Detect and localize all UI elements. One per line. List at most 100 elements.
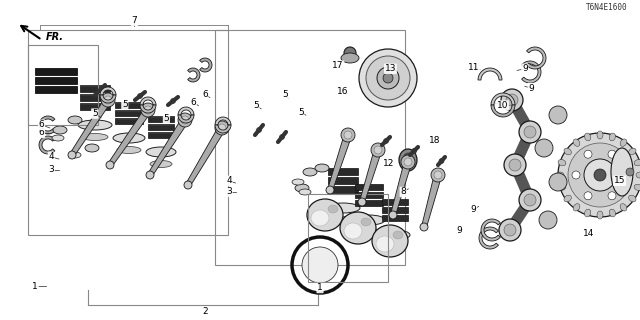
Polygon shape [39, 116, 55, 134]
Circle shape [106, 161, 114, 169]
Circle shape [326, 186, 334, 194]
Bar [35, 86, 77, 93]
Ellipse shape [628, 195, 636, 202]
Circle shape [68, 151, 76, 159]
Text: 4: 4 [227, 176, 232, 185]
Ellipse shape [597, 211, 603, 219]
Circle shape [302, 247, 338, 283]
Polygon shape [178, 107, 194, 115]
Ellipse shape [636, 172, 640, 178]
Ellipse shape [366, 56, 410, 100]
Polygon shape [148, 118, 188, 176]
Circle shape [404, 158, 412, 166]
Ellipse shape [519, 189, 541, 211]
Ellipse shape [597, 131, 603, 139]
Ellipse shape [299, 189, 311, 195]
Ellipse shape [340, 212, 376, 244]
Bar [80, 103, 110, 110]
Text: 14: 14 [583, 229, 595, 238]
Bar [28, 30, 228, 235]
Text: 6: 6 [39, 128, 44, 137]
Polygon shape [186, 126, 225, 186]
Circle shape [568, 143, 632, 207]
Ellipse shape [573, 204, 580, 211]
Circle shape [434, 171, 442, 179]
Ellipse shape [535, 139, 553, 157]
Circle shape [215, 121, 229, 135]
Ellipse shape [620, 139, 627, 146]
Circle shape [572, 171, 580, 179]
Bar [355, 184, 383, 190]
Text: 9: 9 [457, 226, 462, 235]
Circle shape [358, 198, 366, 206]
Polygon shape [108, 108, 151, 166]
Ellipse shape [499, 219, 521, 241]
Circle shape [584, 192, 592, 200]
Text: 10: 10 [497, 101, 508, 110]
Circle shape [626, 168, 634, 176]
Ellipse shape [295, 184, 309, 192]
Ellipse shape [353, 215, 385, 225]
Ellipse shape [558, 160, 566, 166]
Polygon shape [479, 227, 499, 249]
Polygon shape [100, 95, 116, 103]
Bar [80, 94, 110, 101]
Ellipse shape [399, 149, 417, 171]
Text: 1: 1 [317, 284, 323, 292]
Polygon shape [522, 61, 541, 83]
Ellipse shape [509, 159, 521, 171]
Ellipse shape [341, 53, 359, 63]
Ellipse shape [504, 224, 516, 236]
Polygon shape [200, 58, 212, 72]
Circle shape [620, 171, 628, 179]
Bar [148, 116, 174, 122]
Polygon shape [360, 149, 381, 203]
Circle shape [608, 192, 616, 200]
Polygon shape [70, 98, 111, 156]
Polygon shape [422, 174, 442, 228]
Polygon shape [215, 117, 231, 125]
Text: 15: 15 [614, 176, 625, 185]
Ellipse shape [383, 73, 393, 83]
Text: 6: 6 [202, 90, 207, 99]
Text: 5: 5 [92, 109, 97, 118]
Ellipse shape [609, 209, 616, 217]
Circle shape [401, 155, 415, 169]
Text: 5: 5 [122, 100, 127, 108]
Ellipse shape [384, 244, 406, 251]
Ellipse shape [539, 211, 557, 229]
Text: 5: 5 [253, 101, 259, 110]
Circle shape [178, 113, 192, 127]
Text: 4: 4 [49, 152, 54, 161]
Ellipse shape [328, 205, 338, 213]
Ellipse shape [506, 94, 518, 106]
Bar [215, 30, 405, 265]
Polygon shape [140, 97, 156, 105]
Ellipse shape [280, 134, 285, 140]
Text: 6: 6 [39, 120, 44, 129]
Circle shape [344, 131, 352, 139]
Bar [148, 132, 174, 138]
Polygon shape [100, 87, 116, 95]
Ellipse shape [372, 225, 408, 257]
Ellipse shape [383, 139, 388, 143]
Text: 1: 1 [33, 282, 38, 291]
Text: 16: 16 [337, 87, 348, 96]
Text: 6: 6 [191, 98, 196, 107]
Ellipse shape [634, 160, 640, 166]
Ellipse shape [380, 230, 410, 240]
Circle shape [420, 223, 428, 231]
Ellipse shape [330, 217, 356, 223]
Ellipse shape [519, 121, 541, 143]
Ellipse shape [439, 158, 444, 164]
Circle shape [371, 143, 385, 157]
Ellipse shape [303, 168, 317, 176]
Text: 9: 9 [529, 84, 534, 92]
Circle shape [594, 169, 606, 181]
Bar [355, 192, 383, 198]
Bar [328, 186, 358, 193]
Bar [115, 118, 143, 124]
Ellipse shape [609, 133, 616, 141]
Text: 3: 3 [227, 188, 232, 196]
Ellipse shape [78, 120, 112, 130]
